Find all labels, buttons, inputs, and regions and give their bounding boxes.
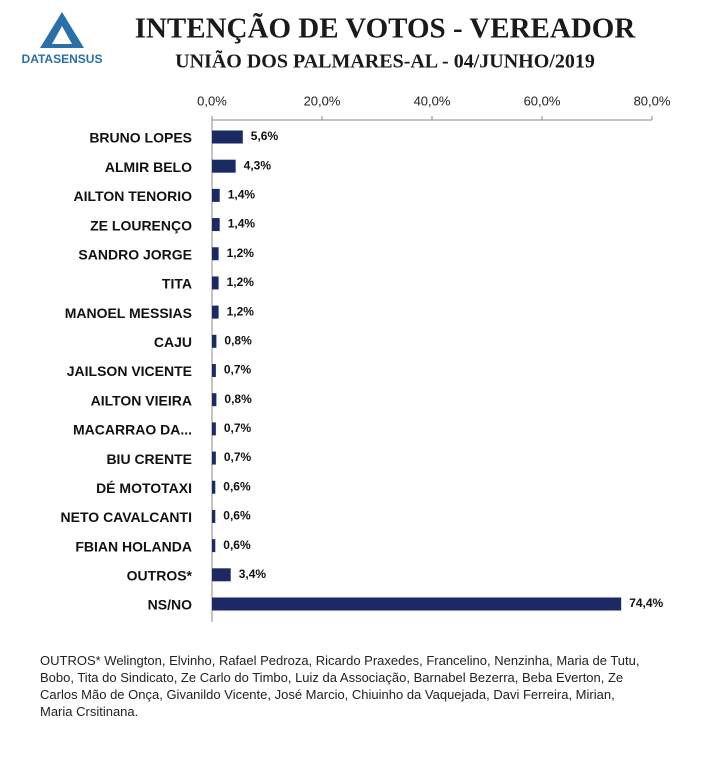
y-tick-label: BRUNO LOPES (89, 130, 192, 146)
y-tick-label: AILTON VIEIRA (91, 392, 192, 408)
value-label: 0,6% (223, 479, 251, 493)
logo-icon-inner (52, 26, 72, 44)
value-label: 0,6% (223, 538, 251, 552)
value-label: 0,8% (224, 333, 252, 347)
bar (212, 393, 217, 407)
bar (212, 247, 219, 261)
y-tick-label: NETO CAVALCANTI (61, 509, 192, 525)
bar (212, 334, 217, 348)
bar (212, 218, 220, 232)
x-tick-label: 80,0% (634, 93, 671, 108)
y-tick-label: ALMIR BELO (105, 159, 192, 175)
bar (212, 364, 216, 377)
y-tick-label: BIU CRENTE (106, 451, 192, 467)
value-label: 3,4% (239, 567, 267, 581)
bar (212, 188, 220, 202)
value-label: 0,8% (224, 392, 252, 406)
bar (212, 539, 216, 553)
bar (212, 422, 216, 436)
y-tick-label: MANOEL MESSIAS (65, 305, 192, 321)
value-label: 0,7% (224, 363, 252, 377)
bar (212, 451, 216, 465)
bar (212, 130, 243, 144)
y-tick-label: SANDRO JORGE (78, 246, 192, 262)
y-tick-label: MACARRAO DA... (73, 422, 192, 438)
y-tick-label: ZE LOURENÇO (90, 217, 192, 233)
logo-text: DATASENSUS (22, 52, 103, 66)
bar (212, 159, 236, 173)
bar (212, 480, 216, 494)
y-tick-label: OUTROS* (127, 568, 193, 584)
bar (212, 568, 231, 582)
y-tick-label: DÉ MOTOTAXI (96, 480, 192, 496)
value-label: 1,2% (227, 275, 255, 289)
value-label: 1,2% (227, 246, 255, 260)
x-tick-label: 0,0% (197, 93, 227, 108)
x-tick-label: 60,0% (524, 93, 561, 108)
y-tick-label: CAJU (154, 334, 192, 350)
bar (212, 597, 622, 611)
value-label: 0,7% (224, 421, 252, 435)
chart-title: INTENÇÃO DE VOTOS - VEREADOR (135, 12, 637, 45)
chart-subtitle: UNIÃO DOS PALMARES-AL - 04/JUNHO/2019 (175, 50, 595, 73)
x-tick-label: 20,0% (304, 93, 341, 108)
footnote: OUTROS* Welington, Elvinho, Rafael Pedro… (40, 653, 640, 719)
value-label: 0,6% (223, 509, 251, 523)
bar (212, 305, 219, 319)
value-label: 1,4% (228, 188, 256, 202)
value-label: 0,7% (224, 450, 252, 464)
x-tick-label: 40,0% (414, 93, 451, 108)
y-tick-label: JAILSON VICENTE (67, 363, 192, 379)
bar (212, 509, 216, 523)
value-label: 4,3% (244, 158, 272, 172)
value-label: 5,6% (251, 129, 279, 143)
value-label: 1,4% (228, 217, 256, 231)
y-tick-label: AILTON TENORIO (74, 188, 193, 204)
y-tick-label: NS/NO (148, 597, 192, 613)
bar (212, 276, 219, 290)
y-tick-label: FBIAN HOLANDA (75, 538, 192, 554)
value-label: 1,2% (227, 304, 255, 318)
value-label: 74,4% (629, 596, 663, 610)
y-tick-label: TITA (162, 276, 192, 292)
